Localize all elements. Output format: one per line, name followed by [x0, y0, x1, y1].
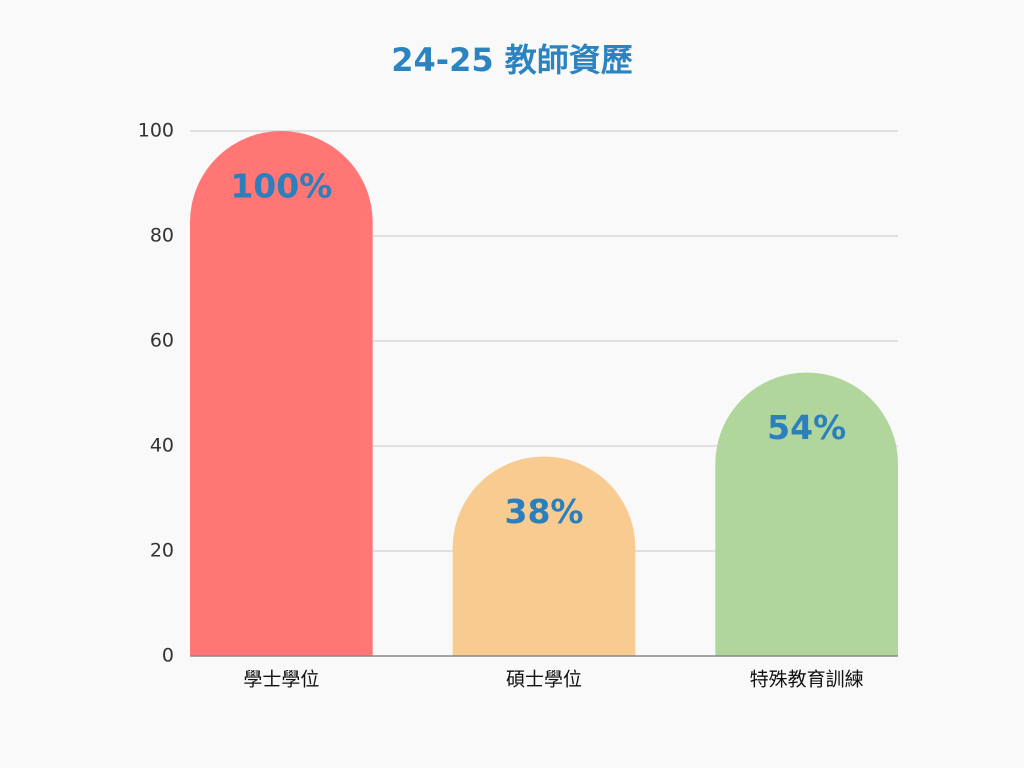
- y-tick-label: 40: [150, 435, 174, 457]
- x-tick-label: 碩士學位: [506, 669, 582, 691]
- bar: [452, 456, 636, 656]
- bar: [190, 131, 373, 657]
- value-label: 38%: [505, 492, 584, 531]
- y-tick-label: 0: [162, 645, 174, 667]
- bar: [715, 372, 898, 656]
- chart-title: 24-25 教師資歷: [391, 41, 633, 79]
- y-tick-label: 100: [138, 120, 174, 142]
- x-tick-label: 學士學位: [243, 669, 319, 691]
- y-tick-label: 60: [150, 330, 174, 352]
- value-label: 100%: [230, 167, 332, 206]
- value-label: 54%: [767, 408, 846, 447]
- y-tick-label: 20: [150, 540, 174, 562]
- x-tick-label: 特殊教育訓練: [750, 669, 864, 691]
- y-tick-label: 80: [150, 225, 174, 247]
